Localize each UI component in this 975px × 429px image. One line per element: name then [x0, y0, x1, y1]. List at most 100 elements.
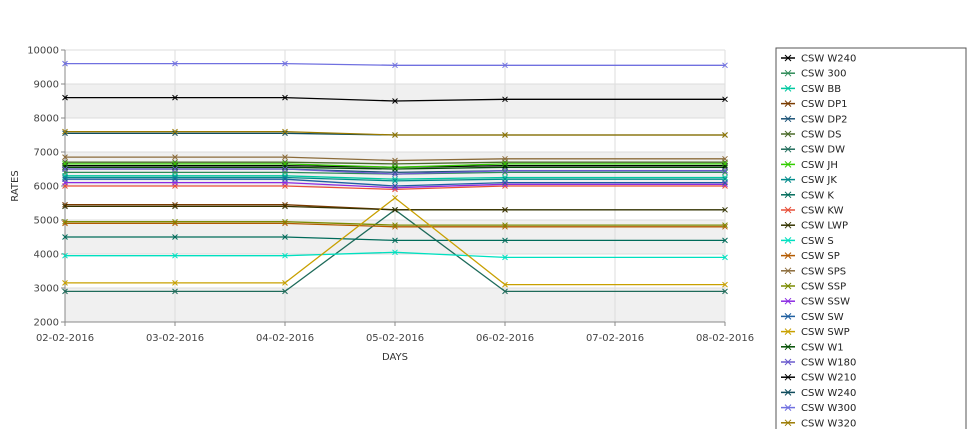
legend-marker-swatch — [784, 176, 792, 183]
data-point-marker — [392, 195, 398, 201]
legend-label: CSW W180 — [801, 358, 856, 369]
legend-marker-swatch — [784, 100, 792, 107]
data-point-marker — [392, 223, 398, 230]
data-point-marker — [172, 280, 178, 286]
data-point-marker — [392, 171, 398, 177]
data-point-marker — [62, 218, 68, 225]
legend-label: CSW LWP — [801, 221, 848, 232]
series-line — [65, 236, 725, 242]
data-point-marker — [502, 132, 508, 138]
legend-label: CSW DP2 — [801, 114, 848, 125]
series-line — [65, 251, 725, 259]
data-point-marker — [502, 179, 508, 186]
data-point-marker — [392, 164, 398, 171]
data-point-marker — [62, 130, 68, 137]
data-point-marker — [62, 174, 68, 181]
y-tick-labels: 2000 3000 4000 5000 6000 7000 8000 9000 10000 — [27, 46, 59, 329]
series-markers — [62, 60, 728, 295]
y-tick-label: 2000 — [34, 318, 59, 329]
data-point-marker — [62, 176, 68, 183]
data-point-marker — [62, 234, 68, 240]
y-tick-label: 6000 — [34, 182, 59, 193]
y-tick-label: 5000 — [34, 216, 59, 227]
legend-label: CSW SW — [801, 312, 844, 323]
data-point-marker — [62, 159, 68, 166]
data-point-marker — [502, 181, 508, 188]
data-point-marker — [392, 249, 398, 256]
series-line — [65, 208, 725, 293]
x-tick-label: 08-02-2016 — [696, 333, 754, 344]
data-point-marker — [282, 159, 288, 166]
legend-marker-swatch — [784, 145, 792, 153]
legend-marker-swatch — [784, 328, 792, 335]
data-point-marker — [62, 280, 68, 286]
data-point-marker — [62, 201, 68, 208]
data-point-marker — [282, 94, 288, 101]
data-point-marker — [722, 281, 728, 288]
legend-marker-swatch — [784, 130, 792, 138]
data-point-marker — [722, 237, 728, 244]
series-line — [65, 175, 725, 180]
data-point-marker — [392, 176, 398, 183]
legend-marker-swatch — [784, 161, 792, 168]
x-tick-label: 06-02-2016 — [476, 333, 534, 344]
y-tick-label: 3000 — [34, 284, 59, 295]
data-point-marker — [172, 60, 178, 67]
series-line — [65, 185, 725, 191]
legend-marker-swatch — [784, 404, 792, 411]
data-point-marker — [722, 181, 728, 188]
data-point-marker — [172, 166, 178, 172]
data-point-marker — [722, 206, 728, 213]
data-point-marker — [392, 62, 398, 69]
data-point-marker — [172, 201, 178, 208]
series-lines — [65, 62, 725, 293]
series-line — [65, 163, 725, 168]
x-tick-label: 03-02-2016 — [146, 333, 204, 344]
series-line — [65, 164, 725, 168]
data-point-marker — [282, 130, 288, 137]
data-point-marker — [502, 254, 508, 261]
series-line — [65, 130, 725, 136]
data-point-marker — [282, 203, 288, 210]
legend-label: CSW SPS — [801, 266, 846, 277]
legend-label: CSW S — [801, 236, 834, 247]
legend-marker-swatch — [784, 313, 792, 320]
legend-label: CSW W1 — [801, 342, 844, 353]
data-point-marker — [392, 98, 398, 104]
data-point-marker — [502, 222, 508, 228]
legend-marker-swatch — [784, 54, 792, 62]
data-point-marker — [172, 220, 178, 227]
legend-box — [775, 47, 967, 429]
data-point-marker — [392, 132, 398, 138]
data-point-marker — [282, 164, 288, 171]
series-line — [65, 156, 725, 162]
legend-marker-swatch — [784, 267, 792, 275]
data-point-marker — [392, 166, 398, 172]
series-line — [65, 96, 725, 102]
data-point-marker — [502, 96, 508, 103]
data-point-marker — [62, 166, 68, 172]
legend-marker-swatch — [784, 297, 792, 305]
legend-marker-swatch — [784, 115, 792, 123]
legend-marker-swatch — [784, 85, 792, 92]
data-point-marker — [172, 94, 178, 101]
data-point-marker — [172, 130, 178, 137]
series-line — [65, 205, 725, 211]
y-tick-label: 8000 — [34, 114, 59, 125]
data-point-marker — [502, 167, 508, 174]
data-point-marker — [172, 154, 178, 160]
data-point-marker — [62, 288, 68, 295]
data-point-marker — [282, 234, 288, 240]
legend-marker-swatch — [784, 282, 792, 290]
legend-label: CSW JH — [801, 160, 838, 171]
data-point-marker — [172, 164, 178, 171]
legend-marker-swatch — [784, 389, 792, 396]
legend-label: CSW BB — [801, 84, 841, 95]
data-point-marker — [282, 280, 288, 286]
data-point-marker — [722, 254, 728, 261]
data-point-marker — [502, 223, 508, 230]
data-point-marker — [722, 223, 728, 230]
data-point-marker — [62, 252, 68, 259]
data-point-marker — [722, 288, 728, 295]
data-point-marker — [722, 155, 728, 162]
